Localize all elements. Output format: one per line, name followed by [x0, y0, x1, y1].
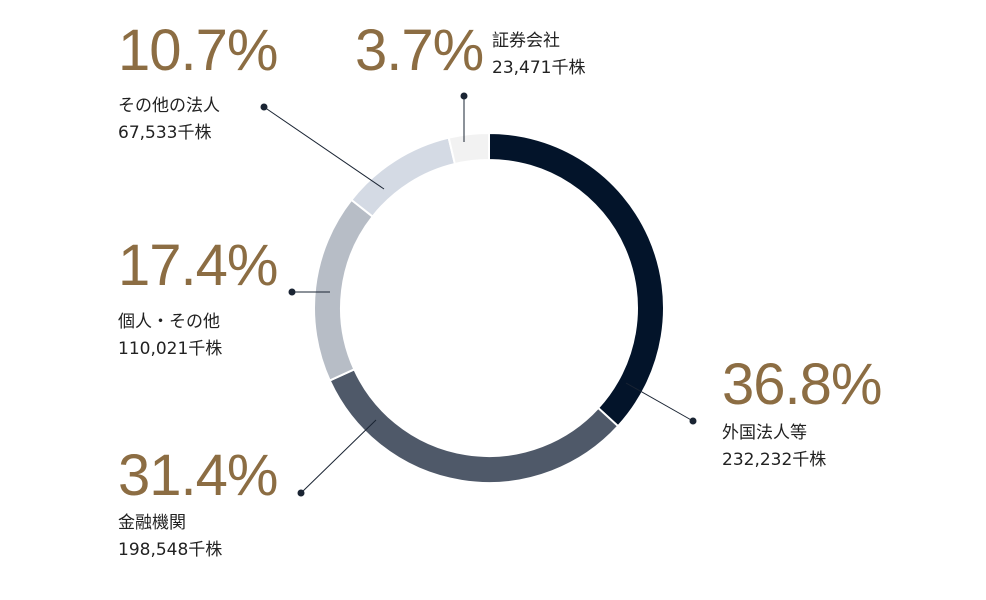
leader-dot-securities	[460, 92, 468, 100]
name-label-securities: 証券会社	[492, 31, 560, 51]
legend-other-corp: その他の法人 67,533千株	[118, 93, 220, 147]
leader-line-other-corp	[263, 106, 385, 190]
pct-label-other-corp: 10.7%	[118, 18, 278, 83]
name-label-foreign: 外国法人等	[722, 423, 807, 443]
legend-securities: 証券会社 23,471千株	[492, 28, 585, 82]
slice-financial	[328, 368, 620, 484]
name-label-financial: 金融機関	[118, 513, 186, 533]
slice-securities	[447, 131, 490, 166]
pct-label-foreign: 36.8%	[722, 352, 882, 417]
shares-label-securities: 23,471千株	[492, 58, 586, 79]
legend-foreign: 外国法人等 232,232千株	[722, 420, 826, 474]
name-label-individual: 個人・その他	[118, 312, 220, 332]
shares-label-foreign: 232,232千株	[722, 450, 827, 471]
name-label-other-corp: その他の法人	[118, 96, 220, 116]
leader-dot-individual	[288, 288, 296, 296]
shares-label-financial: 198,548千株	[118, 540, 223, 561]
leader-dot-foreign	[689, 417, 697, 425]
leader-line-foreign	[625, 382, 694, 422]
pct-label-financial: 31.4%	[118, 443, 278, 508]
leader-line-financial	[300, 419, 377, 494]
slice-foreign	[488, 131, 665, 428]
leader-dot-financial	[297, 489, 305, 497]
shares-label-other-corp: 67,533千株	[118, 123, 212, 144]
legend-financial: 金融機関 198,548千株	[118, 510, 222, 564]
pct-label-securities: 3.7%	[355, 18, 484, 83]
legend-individual: 個人・その他 110,021千株	[118, 309, 222, 363]
pct-label-individual: 17.4%	[118, 233, 278, 298]
shares-label-individual: 110,021千株	[118, 339, 223, 360]
leader-dot-other-corp	[260, 103, 268, 111]
slice-individual	[313, 198, 375, 382]
